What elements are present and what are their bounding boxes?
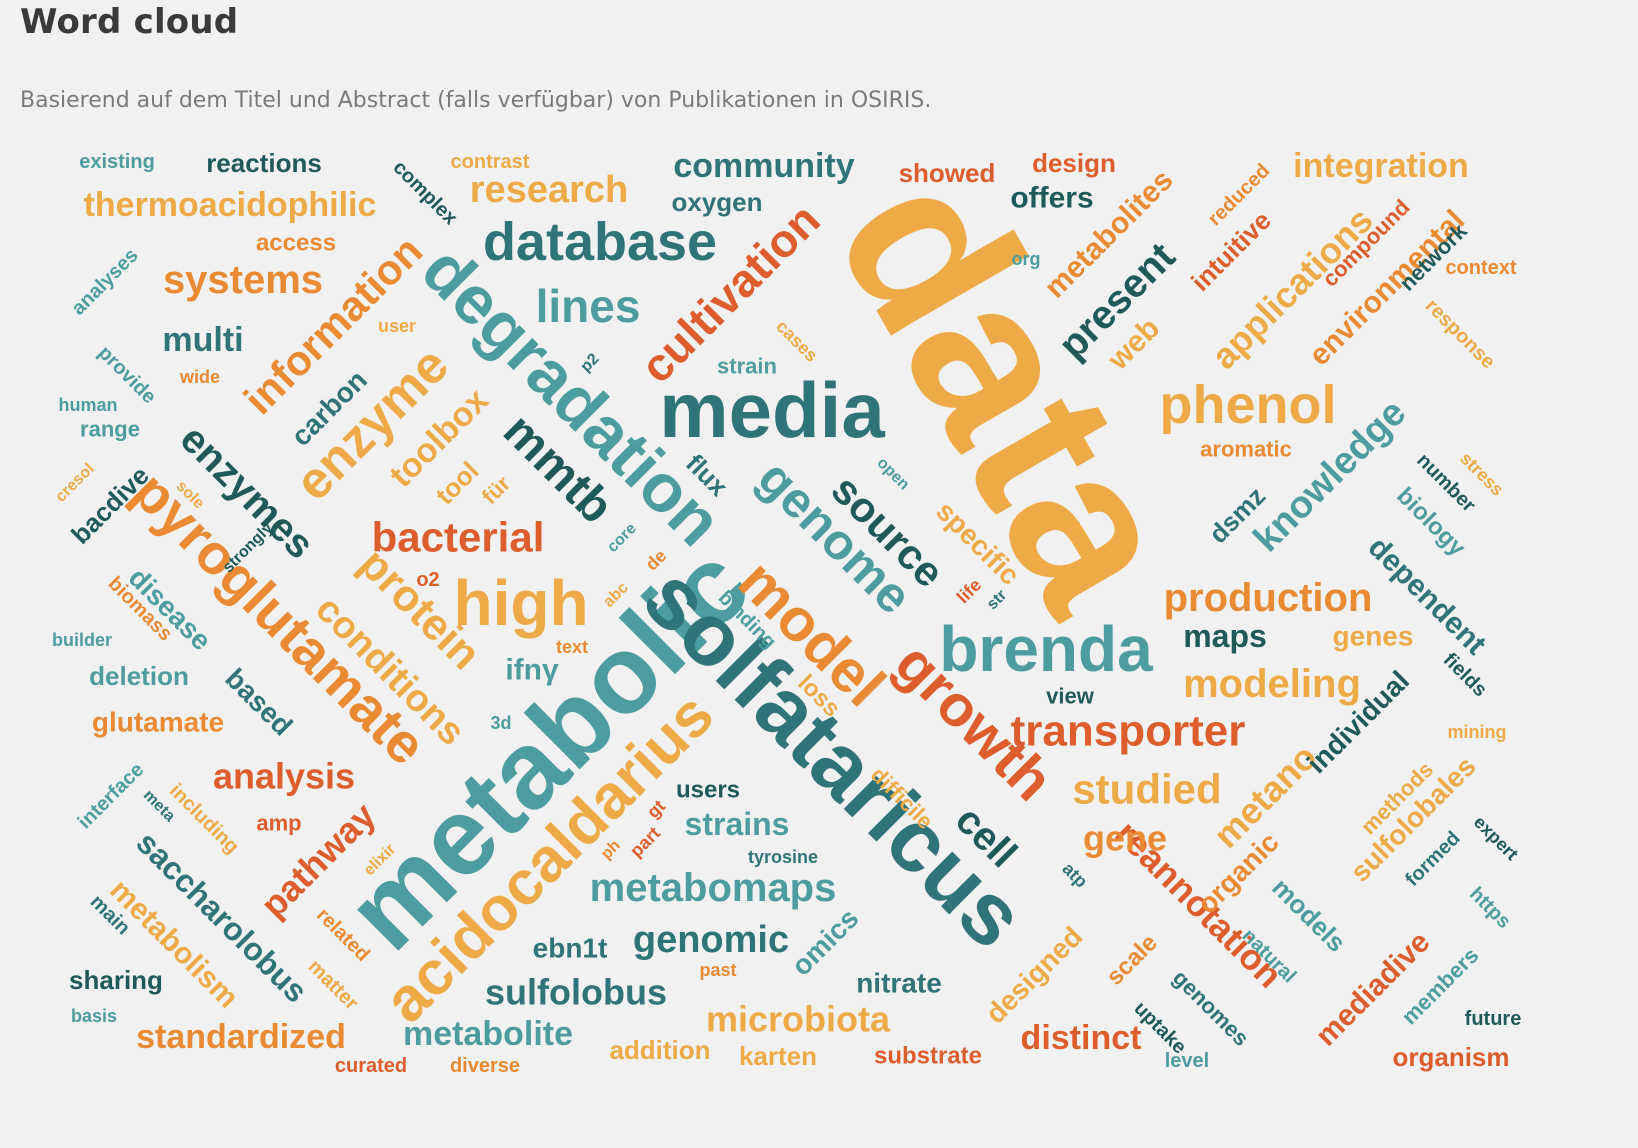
word-transporter: transporter [1011, 707, 1246, 756]
word-oxygen: oxygen [671, 187, 762, 217]
word-offers: offers [1010, 182, 1093, 215]
word-strains: strains [685, 806, 790, 842]
word-core: core [604, 520, 640, 556]
word-multi: multi [162, 321, 243, 359]
word-scale: scale [1101, 929, 1163, 991]
word-addition: addition [609, 1035, 710, 1065]
word-standardized: standardized [136, 1018, 346, 1056]
word-organism: organism [1392, 1042, 1509, 1072]
word-expert: expert [1470, 812, 1522, 864]
word-metabolite: metabolite [403, 1015, 573, 1053]
word-models: models [1266, 872, 1352, 958]
word-omics: omics [785, 902, 864, 981]
word-analyses: analyses [67, 244, 142, 319]
word-existing: existing [79, 151, 155, 173]
word-org: org [1012, 249, 1041, 269]
word-deletion: deletion [89, 661, 189, 691]
word-gene: gene [1083, 818, 1167, 859]
word-past: past [699, 960, 736, 980]
word-karten: karten [739, 1041, 817, 1071]
word-view: view [1046, 684, 1095, 709]
word-basis: basis [71, 1006, 117, 1026]
word-builder: builder [52, 630, 112, 650]
word-production: production [1164, 576, 1373, 620]
word-user: user [378, 316, 416, 336]
page-subtitle: Basierend auf dem Titel und Abstract (fa… [20, 88, 932, 113]
word-range: range [80, 417, 140, 442]
word-text: text [556, 637, 588, 657]
word-based: based [219, 662, 298, 741]
word-wide: wide [179, 367, 220, 387]
word-cases: cases [772, 316, 822, 366]
word-integration: integration [1293, 147, 1469, 185]
word-3d: 3d [490, 713, 511, 733]
word-aromatic: aromatic [1200, 437, 1292, 462]
word-mining: mining [1448, 722, 1507, 742]
word-https: https [1465, 883, 1515, 933]
word-o2: o2 [416, 569, 439, 591]
word-reactions: reactions [206, 148, 322, 178]
word-community: community [673, 147, 854, 185]
word-context: context [1445, 257, 1516, 279]
word-maps: maps [1183, 618, 1267, 654]
word-thermoacidophilic: thermoacidophilic [84, 186, 377, 224]
word-cloud-svg: datametabolicsolfataricusmediadegradatio… [52, 140, 1522, 1077]
word-glutamate: glutamate [92, 707, 224, 738]
word-showed: showed [899, 158, 996, 188]
word-cresol: cresol [52, 460, 97, 505]
word-interface: interface [74, 759, 149, 834]
word-lines: lines [536, 280, 641, 332]
word-systems: systems [163, 258, 323, 302]
word-metabomaps: metabomaps [590, 866, 837, 910]
word-atp: atp [1058, 858, 1091, 891]
word-strain: strain [717, 354, 777, 379]
word-level: level [1165, 1050, 1209, 1072]
word-brenda: brenda [939, 613, 1153, 685]
word-ifnγ: ifnγ [505, 654, 559, 687]
word-genomic: genomic [633, 919, 789, 961]
word-contrast: contrast [451, 151, 530, 173]
word-future: future [1465, 1008, 1522, 1030]
word-database: database [483, 212, 717, 272]
word-phenol: phenol [1160, 375, 1337, 435]
word-applications: applications [1203, 199, 1381, 377]
word-modeling: modeling [1183, 662, 1361, 706]
word-users: users [676, 777, 740, 804]
word-access: access [256, 230, 336, 257]
word-high: high [453, 567, 588, 639]
word-distinct: distinct [1021, 1019, 1142, 1057]
word-ebn1t: ebn1t [533, 933, 608, 964]
word-nitrate: nitrate [856, 968, 942, 999]
word-genes: genes [1333, 621, 1414, 652]
word-analysis: analysis [213, 756, 355, 797]
word-part: part [626, 823, 664, 861]
word-studied: studied [1072, 766, 1221, 813]
word-sharing: sharing [69, 965, 163, 995]
word-design: design [1032, 148, 1116, 178]
word-human: human [58, 395, 117, 415]
word-cloud: data metabolic solfataricus media degradatio… [40, 140, 1600, 1140]
word-media: media [659, 366, 885, 454]
word-microbiota: microbiota [706, 999, 891, 1040]
word-tyrosine: tyrosine [748, 847, 818, 867]
word-response: response [1421, 295, 1499, 373]
word-substrate: substrate [874, 1043, 982, 1070]
word-diverse: diverse [450, 1055, 520, 1077]
word-sulfolobus: sulfolobus [485, 972, 667, 1013]
word-intuitive: intuitive [1185, 205, 1277, 297]
word-bacterial: bacterial [372, 514, 545, 561]
word-research: research [470, 169, 628, 211]
page-title: Word cloud [20, 2, 239, 42]
word-amp: amp [256, 811, 301, 836]
word-curated: curated [335, 1055, 407, 1077]
word-open: open [873, 454, 912, 493]
